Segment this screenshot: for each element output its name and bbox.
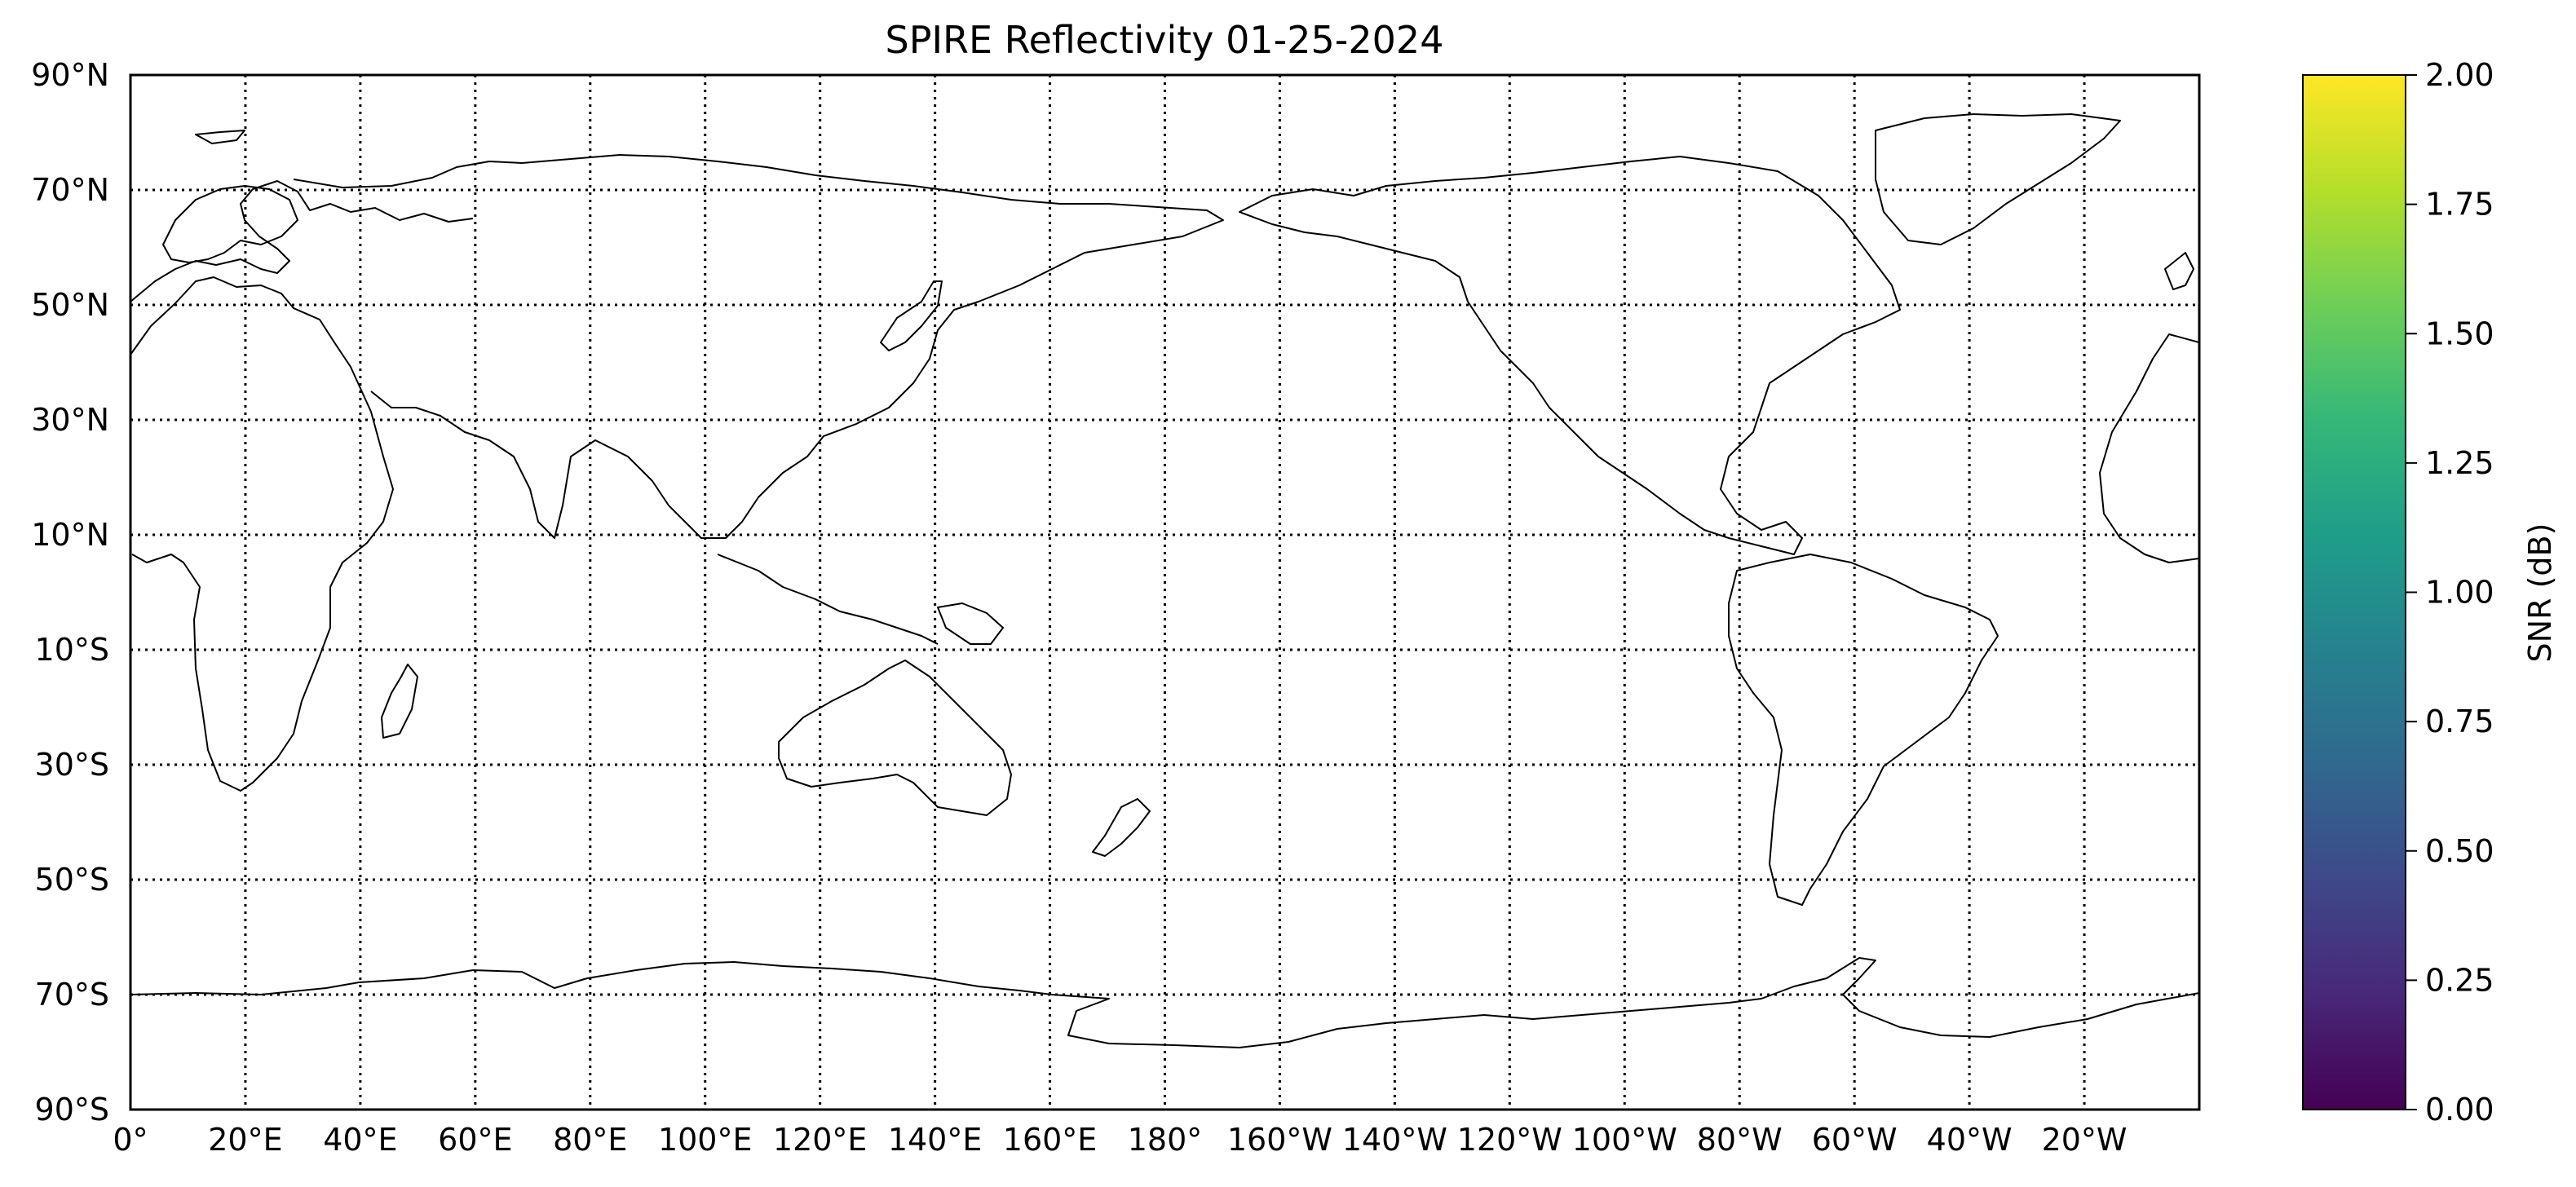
latitude-tick-label: 30°N <box>31 402 109 438</box>
longitude-tick-label: 60°W <box>1812 1122 1898 1158</box>
latitude-tick-label: 30°S <box>35 747 109 783</box>
colorbar-tick-label: 0.75 <box>2425 704 2494 739</box>
longitude-tick-label: 120°E <box>773 1122 868 1158</box>
colorbar-tick-label: 1.00 <box>2425 575 2494 611</box>
indonesia-outline <box>717 554 939 645</box>
madagascar-outline <box>381 664 418 739</box>
africa-outline <box>130 276 394 792</box>
latitude-tick-label: 90°S <box>35 1092 109 1127</box>
longitude-tick-label: 20°W <box>2042 1122 2128 1158</box>
longitude-tick-label: 180° <box>1128 1122 1203 1158</box>
longitude-tick-label: 100°E <box>658 1122 753 1158</box>
europe-outline <box>130 180 474 302</box>
longitude-tick-label: 20°E <box>208 1122 282 1158</box>
latitude-tick-label: 70°S <box>35 977 109 1013</box>
map-plot-area <box>129 73 2201 1111</box>
colorbar-tick-label: 1.50 <box>2425 316 2494 351</box>
scandinavia-outline <box>162 185 298 263</box>
south-america-outline <box>1728 554 1999 906</box>
colorbar-tick-label: 0.50 <box>2425 833 2494 869</box>
west-africa-east-edge <box>2099 333 2199 563</box>
colorbar-tick-label: 1.25 <box>2425 445 2494 481</box>
greenland-outline <box>1875 113 2121 245</box>
latitude-tick-labels: 90°N 70°N 50°N 30°N 10°N 10°S 30°S 50°S 70°S 90°S <box>31 57 109 1127</box>
longitude-tick-label: 60°E <box>438 1122 512 1158</box>
colorbar-label: SNR (dB) <box>2522 523 2558 663</box>
longitude-tick-label: 80°E <box>553 1122 627 1158</box>
latitude-tick-label: 50°N <box>31 287 109 323</box>
uk-outline <box>2164 252 2194 290</box>
longitude-tick-label: 80°W <box>1697 1122 1783 1158</box>
north-america-outline <box>1239 156 1901 555</box>
colorbar-ticks: 0.00 0.25 0.50 0.75 1.00 1.25 1.50 1.75 2.00 <box>2406 57 2494 1127</box>
australia-outline <box>778 660 1012 816</box>
colorbar-tick-label: 1.75 <box>2425 187 2494 223</box>
colorbar: 0.00 0.25 0.50 0.75 1.00 1.25 1.50 1.75 2.00 SNR… <box>2302 57 2558 1127</box>
coastlines <box>130 113 2199 1048</box>
longitude-tick-label: 0° <box>113 1122 148 1158</box>
map-background <box>130 75 2199 1110</box>
latitude-tick-label: 10°N <box>31 517 109 553</box>
longitude-tick-label: 140°E <box>888 1122 983 1158</box>
longitude-tick-label: 120°W <box>1457 1122 1562 1158</box>
longitude-tick-label: 40°W <box>1927 1122 2013 1158</box>
map-frame <box>129 73 2201 1111</box>
iceland-outline <box>195 130 245 144</box>
new-zealand-outline <box>1092 798 1151 857</box>
longitude-tick-label: 40°E <box>323 1122 397 1158</box>
antarctica-outline <box>130 957 2199 1048</box>
colorbar-tick-label: 0.00 <box>2425 1092 2494 1127</box>
longitude-tick-labels: 0° 20°E 40°E 60°E 80°E 100°E 120°E 140°E 160°E 18… <box>113 1122 2127 1158</box>
new-guinea-outline <box>937 602 1004 645</box>
latitude-tick-label: 90°N <box>31 57 109 93</box>
longitude-tick-label: 100°W <box>1572 1122 1677 1158</box>
colorbar-tick-label: 0.25 <box>2425 962 2494 998</box>
chart-title: SPIRE Reflectivity 01-25-2024 <box>886 18 1444 62</box>
longitude-tick-label: 160°E <box>1003 1122 1098 1158</box>
longitude-tick-label: 160°W <box>1227 1122 1332 1158</box>
colorbar-tick-label: 2.00 <box>2425 57 2494 93</box>
latitude-tick-label: 50°S <box>35 862 109 898</box>
colorbar-gradient <box>2302 74 2406 1110</box>
longitude-tick-label: 140°W <box>1342 1122 1447 1158</box>
latitude-tick-label: 10°S <box>35 632 109 668</box>
asia-outline <box>293 154 1224 539</box>
latitude-tick-label: 70°N <box>31 172 109 208</box>
japan-outline <box>880 280 943 351</box>
